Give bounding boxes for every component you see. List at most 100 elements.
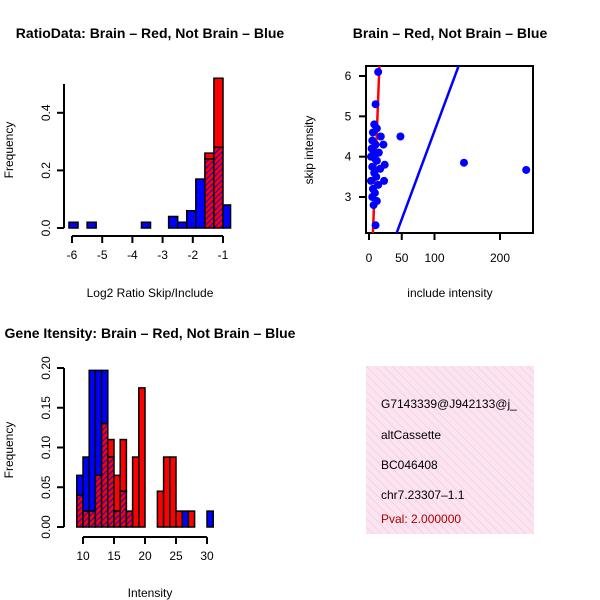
intensity-hist-bar	[156, 490, 165, 528]
intensity-hist-y-tick-label: 0.05	[39, 475, 53, 499]
intensity-hist-bar	[162, 456, 171, 528]
scatter-point	[376, 164, 385, 173]
ratio-hist-x-tick-label: -6	[67, 248, 78, 262]
intensity-hist-y-tick-label: 0.15	[39, 396, 53, 420]
ratio-hist-y-tick-label: 0.0	[39, 219, 53, 236]
scatter-y-tick-label: 4	[345, 150, 352, 164]
intensity-hist-bar	[181, 510, 190, 528]
scatter-title: Brain – Red, Not Brain – Blue	[353, 25, 548, 41]
ratio-hist-bar	[167, 215, 179, 229]
intensity-hist-xlabel: Intensity	[128, 586, 173, 600]
intensity-hist-title: Gene Itensity: Brain – Red, Not Brain – …	[5, 325, 296, 341]
intensity-hist-axes: 10 15 20 25 30 0.00 0.05 0.10 0.15 0.20	[39, 356, 214, 563]
scatter-y-tick-label: 5	[345, 109, 352, 123]
ratio-hist-bar	[68, 221, 79, 229]
intensity-hist-bar	[206, 510, 214, 528]
info-event-type: altCassette	[381, 428, 441, 442]
ratio-hist-x-tick-label: -4	[127, 248, 138, 262]
scatter-point	[396, 132, 405, 141]
info-panel-background	[366, 366, 534, 534]
intensity-hist-bar	[131, 456, 140, 528]
intensity-hist-bar	[169, 456, 177, 528]
ratio-hist-y-tick-label: 0.2	[39, 162, 53, 179]
ratio-hist-bar	[204, 152, 215, 160]
ratio-hist-axes: -6 -5 -4 -3 -2 -1 0.0 0.2 0.4	[39, 84, 229, 262]
intensity-hist-bar	[88, 369, 97, 512]
scatter-xlabel: include intensity	[407, 286, 492, 300]
ratio-hist-bar	[140, 221, 152, 229]
scatter-point	[379, 140, 388, 149]
scatter-y-tick-label: 3	[345, 190, 352, 204]
scatter-point	[371, 221, 380, 230]
intensity-hist-y-tick-label: 0.00	[39, 515, 53, 539]
scatter-point	[372, 156, 381, 165]
scatter-point	[366, 176, 375, 185]
intensity-hist-bar	[76, 474, 84, 496]
intensity-hist-bar	[113, 474, 121, 512]
info-pval: Pval: 2.000000	[381, 512, 461, 526]
intensity-hist-overlap-bar	[82, 510, 90, 528]
info-accession: BC046408	[381, 458, 438, 472]
scatter-point	[369, 201, 378, 210]
ratio-hist-overlap-bar	[213, 146, 224, 229]
intensity-hist-bar	[119, 438, 128, 492]
ratio-hist-bar	[86, 221, 97, 229]
scatter-point	[376, 132, 385, 141]
ratio-hist-x-tick-label: -3	[157, 248, 168, 262]
scatter-point	[368, 162, 377, 171]
intensity-hist-bar	[187, 510, 196, 528]
intensity-hist-overlap-bar	[119, 490, 128, 528]
intensity-hist-bar	[138, 387, 146, 528]
scatter-point	[371, 100, 380, 109]
scatter-plot: Brain – Red, Not Brain – Blue 0 50 100 200 3…	[302, 25, 547, 300]
ratio-hist-bar	[176, 221, 188, 229]
info-panel: G7143339@J942133@j_ altCassette BC046408…	[366, 366, 534, 534]
intensity-hist-overlap-bar	[88, 510, 97, 528]
ratio-hist-bar	[222, 204, 232, 229]
ratio-hist-bar	[213, 77, 224, 149]
scatter-x-tick-label: 0	[366, 251, 373, 265]
info-probe-id: G7143339@J942133@j_	[381, 397, 517, 411]
info-location: chr7.23307–1.1	[381, 488, 465, 502]
scatter-marks	[366, 66, 531, 233]
intensity-hist-x-tick-label: 30	[200, 549, 214, 563]
intensity-hist-x-tick-label: 15	[107, 549, 121, 563]
intensity-hist-bar	[175, 510, 183, 528]
ratio-hist-x-tick-label: -2	[187, 248, 198, 262]
intensity-hist-ylabel: Frequency	[2, 422, 16, 479]
ratio-hist-bars	[68, 77, 232, 229]
intensity-hist-bars	[76, 369, 214, 528]
intensity-hist-bar	[107, 438, 115, 458]
intensity-hist-x-tick-label: 20	[138, 549, 152, 563]
intensity-hist-overlap-bar	[94, 474, 103, 528]
scatter-point	[374, 67, 383, 76]
scatter-point	[522, 165, 531, 174]
ratio-hist-x-tick-label: -1	[218, 248, 229, 262]
ratio-hist-xlabel: Log2 Ratio Skip/Include	[87, 286, 214, 300]
intensity-hist-y-tick-label: 0.10	[39, 435, 53, 459]
scatter-ylabel: skip intensity	[302, 116, 316, 185]
scatter-point	[380, 176, 389, 185]
intensity-hist-overlap-bar	[76, 494, 84, 528]
intensity-hist-overlap-bar	[113, 510, 121, 528]
intensity-hist-x-tick-label: 25	[169, 549, 183, 563]
scatter-fit-line-blue	[395, 66, 460, 233]
ratio-hist-x-tick-label: -5	[97, 248, 108, 262]
scatter-point	[374, 148, 383, 157]
ratio-hist-bar	[186, 209, 197, 229]
scatter-axes: 0 50 100 200 3 4 5 6	[345, 69, 511, 265]
scatter-y-tick-label: 6	[345, 69, 352, 83]
scatter-point	[368, 128, 377, 137]
intensity-hist-overlap-bar	[107, 456, 115, 528]
ratio-hist-y-tick-label: 0.4	[39, 104, 53, 121]
scatter-point	[459, 158, 468, 167]
scatter-x-tick-label: 50	[395, 251, 409, 265]
ratio-histogram: RatioData: Brain – Red, Not Brain – Blue…	[2, 25, 284, 300]
intensity-hist-y-tick-label: 0.20	[39, 356, 53, 380]
scatter-x-tick-label: 200	[490, 251, 510, 265]
intensity-histogram: Gene Itensity: Brain – Red, Not Brain – …	[2, 325, 296, 600]
ratio-hist-ylabel: Frequency	[2, 122, 16, 179]
ratio-hist-bar	[195, 178, 206, 229]
intensity-hist-bar	[94, 369, 103, 477]
